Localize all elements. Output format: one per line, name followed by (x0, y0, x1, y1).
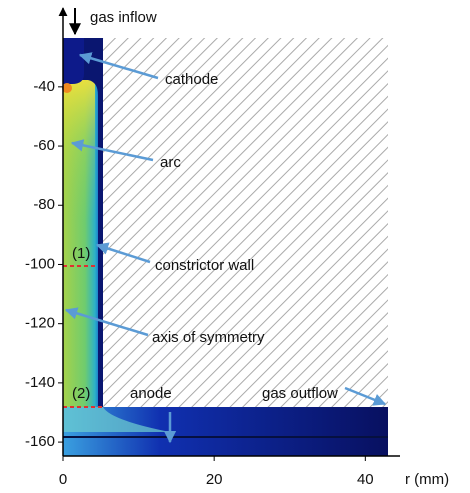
cathode (63, 38, 84, 84)
arc-spot (62, 83, 72, 93)
annotation: cathode (165, 71, 218, 88)
x-tick-label: 20 (206, 471, 223, 488)
annotation: gas inflow (90, 9, 157, 26)
annotation: (2) (72, 385, 90, 402)
y-tick-label: -60 (33, 137, 55, 154)
y-tick-label: -80 (33, 196, 55, 213)
annotation: anode (130, 385, 172, 402)
pointer (95, 242, 151, 264)
pointer (70, 139, 154, 162)
annotation: axis of symmetry (152, 329, 265, 346)
annotation: constrictor wall (155, 257, 254, 274)
solid-region (103, 38, 388, 407)
x-tick-label: 0 (59, 471, 67, 488)
pointer (64, 307, 149, 337)
pointer (78, 52, 159, 80)
y-tick-label: -140 (25, 374, 55, 391)
y-tick-label: -160 (25, 433, 55, 450)
annotation: gas outflow (262, 385, 338, 402)
y-tick-label: -100 (25, 255, 55, 272)
x-tick-label: 40 (357, 471, 374, 488)
y-tick-label: -120 (25, 315, 55, 332)
arc-core (63, 80, 95, 220)
y-tick-label: -40 (33, 78, 55, 95)
outflow-jet (63, 407, 170, 432)
annotation: arc (160, 154, 181, 171)
x-axis-label: r (mm) (405, 471, 449, 488)
pointer (344, 386, 387, 406)
annotation: (1) (72, 245, 90, 262)
